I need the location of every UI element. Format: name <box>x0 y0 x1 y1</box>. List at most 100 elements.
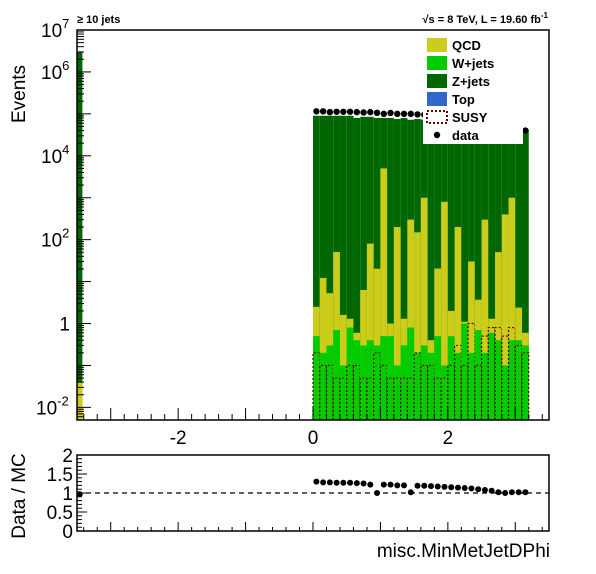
bar-qcd <box>420 197 428 420</box>
legend-swatch-susy <box>426 110 448 124</box>
ratio-x-axis <box>83 522 543 531</box>
bar-zjets <box>461 123 469 421</box>
bar-zjets <box>346 115 354 421</box>
bar-wjets <box>360 345 367 420</box>
underflow-bar-qcd <box>77 382 83 420</box>
bar-zjets <box>360 116 367 420</box>
legend-swatch-top <box>427 92 447 106</box>
luminosity-label: √s = 8 TeV, L = 19.60 fb-1 <box>423 11 549 26</box>
underflow-bar-zjets <box>77 51 83 420</box>
bar-wjets <box>353 340 361 420</box>
ratio-point <box>414 482 421 489</box>
y-tick-label: 107 <box>41 16 69 42</box>
bar-zjets <box>515 128 523 420</box>
main-y-axis: 10-2 1 102 104 106 107 <box>36 16 91 421</box>
bar-zjets <box>313 115 320 421</box>
bar-qcd <box>495 252 502 420</box>
bar-susy <box>521 352 530 420</box>
y-tick-label: 104 <box>41 142 69 168</box>
legend-label-zjets: Z+jets <box>452 74 490 89</box>
ratio-points <box>76 478 549 498</box>
data-point <box>400 110 408 118</box>
jet-multiplicity-label: ≥ 10 jets <box>77 14 120 26</box>
ratio-point <box>428 483 434 490</box>
data-point <box>340 108 347 115</box>
ratio-point <box>421 482 428 489</box>
bar-wjets <box>522 345 529 420</box>
bar-qcd <box>501 214 509 420</box>
data-point <box>326 108 334 116</box>
ratio-point <box>461 485 468 492</box>
bar-wjets <box>427 352 435 420</box>
bar-zjets <box>400 117 408 421</box>
data-point <box>380 110 387 118</box>
bar-susy <box>427 364 435 420</box>
bar-wjets <box>366 340 374 420</box>
ratio-point <box>522 489 529 496</box>
bar-wjets <box>495 340 502 420</box>
ratio-point <box>495 489 502 496</box>
ratio-y-tick-label: 0 <box>62 522 73 543</box>
bar-zjets <box>447 120 455 420</box>
ratio-plot-panel: 00.511.52 Data / MC misc.MinMetJetDPhi <box>9 446 550 562</box>
bar-qcd <box>508 197 516 420</box>
legend-swatch-data <box>433 131 441 139</box>
bar-wjets <box>319 352 327 420</box>
ratio-y-axis: 00.511.52 <box>47 446 87 543</box>
ratio-point <box>468 485 475 492</box>
bar-wjets <box>346 327 354 420</box>
bar-wjets <box>461 323 469 420</box>
legend-label-data: data <box>452 128 480 143</box>
bar-qcd <box>393 227 401 420</box>
data-point <box>346 108 354 115</box>
data-point <box>319 108 327 115</box>
bar-qcd <box>481 219 489 420</box>
data-point <box>333 108 340 115</box>
ratio-point <box>448 484 455 491</box>
bar-wjets <box>393 365 401 420</box>
bar-wjets <box>407 327 415 420</box>
legend: QCD W+jets Z+jets Top SUSY data <box>423 34 523 144</box>
bar-wjets <box>468 352 475 420</box>
ratio-point <box>488 487 495 494</box>
bar-zjets <box>522 129 529 421</box>
ratio-point <box>407 489 414 496</box>
ratio-point <box>481 486 488 493</box>
ratio-point <box>313 478 320 485</box>
bar-susy <box>312 352 321 420</box>
legend-swatch-qcd <box>427 38 447 52</box>
bar-susy <box>346 364 355 420</box>
y-axis-title: Events <box>9 65 30 123</box>
ratio-point <box>387 481 394 488</box>
legend-swatch-wjets <box>427 56 447 70</box>
data-point <box>353 108 361 116</box>
legend-label-top: Top <box>452 92 475 107</box>
data-point <box>313 108 320 115</box>
bar-qcd <box>380 168 388 420</box>
bar-wjets <box>333 330 340 420</box>
ratio-point <box>515 489 522 496</box>
bar-zjets <box>326 115 334 420</box>
bar-wjets <box>373 345 381 420</box>
y-tick-label: 10-2 <box>36 393 69 419</box>
ratio-point <box>454 484 461 491</box>
bar-qcd <box>454 227 462 420</box>
bar-wjets <box>508 340 516 420</box>
ratio-point <box>374 490 381 496</box>
ratio-y-tick-label: 1 <box>62 484 73 505</box>
bar-zjets <box>319 115 327 420</box>
x-tick-label: 2 <box>443 428 454 449</box>
bar-qcd <box>366 243 374 420</box>
data-point <box>522 127 529 134</box>
bar-wjets <box>339 365 347 420</box>
bar-zjets <box>427 120 435 420</box>
bar-wjets <box>441 365 448 420</box>
bar-qcd <box>407 219 415 420</box>
legend-label-susy: SUSY <box>452 110 488 125</box>
bar-zjets <box>339 115 347 421</box>
bar-susy <box>487 326 496 420</box>
data-point <box>407 110 414 118</box>
bar-susy <box>379 364 388 420</box>
bar-qcd <box>373 268 381 420</box>
